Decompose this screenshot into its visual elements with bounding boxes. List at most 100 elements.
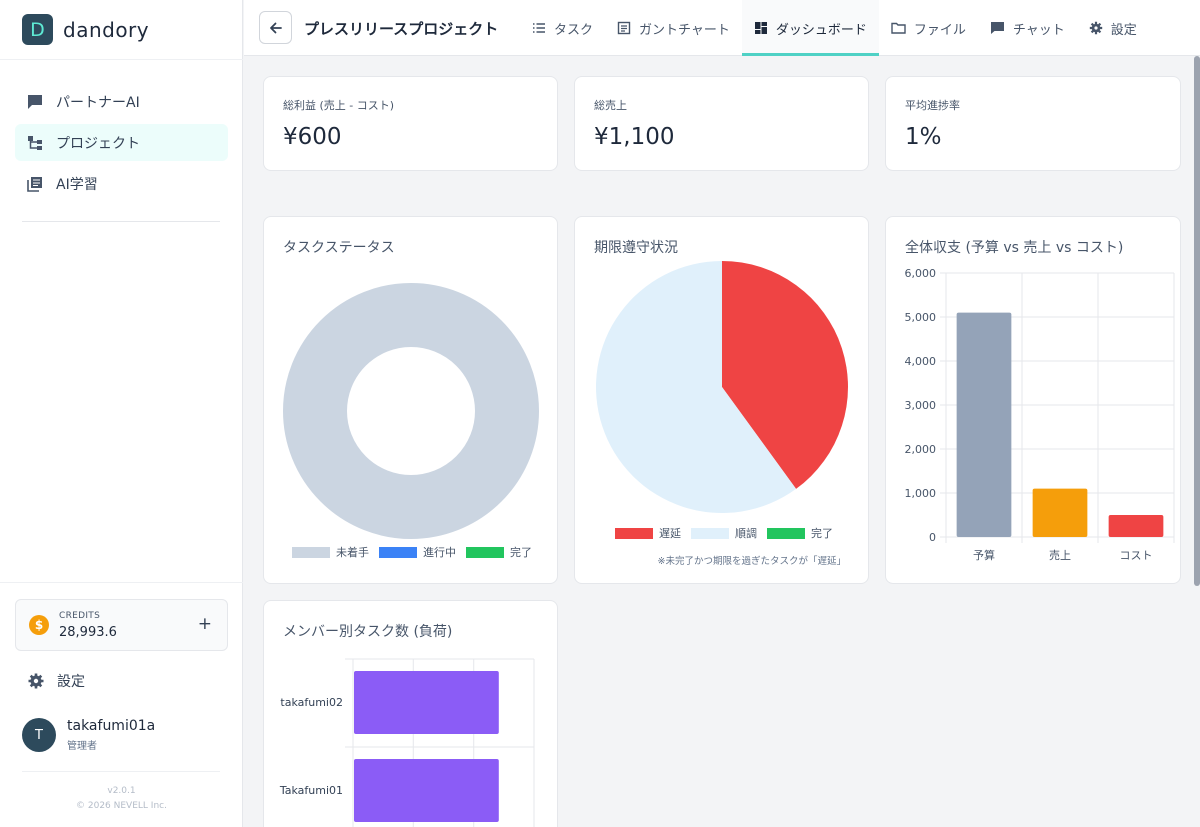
user-role: 管理者 [67, 741, 97, 752]
y-tick-label: 6,000 [905, 267, 937, 280]
donut-slice [283, 283, 539, 539]
tab-label: チャット [1012, 22, 1065, 38]
legend-swatch [466, 546, 504, 558]
gear-icon [1089, 21, 1103, 35]
scrollbar[interactable] [1194, 56, 1200, 586]
kpi-card-progress: 平均進捗率 1% [885, 76, 1181, 171]
hierarchy-icon [26, 134, 44, 152]
brand[interactable]: D dandory [22, 14, 149, 45]
tab-tasks[interactable]: タスク [520, 0, 605, 56]
legend-item[interactable]: 完了 [767, 525, 833, 541]
kpi-value: ¥600 [283, 124, 342, 150]
kpi-label: 総売上 [594, 99, 627, 112]
back-button[interactable] [259, 11, 292, 44]
legend-item[interactable]: 遅延 [615, 525, 681, 541]
tab-bar: タスク ガントチャート ダッシュボード ファイル チャット 設定 [520, 0, 1149, 56]
arrow-left-icon [269, 22, 282, 33]
bar [354, 759, 499, 822]
divider [22, 221, 220, 222]
credits-panel: $ CREDITS 28,993.6 + [15, 599, 228, 651]
chart-title: 全体収支 (予算 vs 売上 vs コスト) [905, 240, 1124, 256]
bar [354, 671, 499, 734]
coin-icon: $ [29, 615, 49, 635]
x-tick-label: 予算 [973, 548, 995, 562]
legend-label: 完了 [510, 546, 532, 559]
tab-files[interactable]: ファイル [879, 0, 978, 56]
legend-item[interactable]: 順調 [691, 525, 757, 541]
legend-item[interactable]: 未着手 [292, 544, 369, 560]
y-tick-label: 4,000 [905, 355, 937, 368]
legend-swatch [691, 527, 729, 539]
tab-label: ファイル [913, 22, 966, 38]
deadline-chart [596, 261, 848, 513]
chart-title: タスクステータス [283, 240, 395, 256]
y-tick-label: 3,000 [905, 399, 937, 412]
sidebar-nav: パートナーAI プロジェクト AI学習 [15, 83, 228, 206]
y-tick-label: 2,000 [905, 443, 937, 456]
legend-swatch [379, 546, 417, 558]
kpi-value: 1% [905, 124, 942, 150]
chat-icon [26, 93, 44, 111]
legend-label: 完了 [811, 527, 833, 540]
legend-label: 順調 [735, 527, 757, 540]
pie-slice [596, 261, 797, 513]
member-load-chart: takafumi02 Takafumi01 [279, 658, 535, 827]
tab-chat[interactable]: チャット [978, 0, 1077, 56]
y-tick-label: takafumi02 [280, 696, 343, 709]
legend-item[interactable]: 完了 [466, 544, 532, 560]
user-name: takafumi01a [67, 718, 156, 734]
credits-value: 28,993.6 [59, 625, 117, 640]
add-credits-button[interactable]: + [197, 614, 212, 634]
gear-icon [27, 672, 45, 690]
y-tick-label: 5,000 [905, 311, 937, 324]
divider [0, 59, 243, 60]
kpi-value: ¥1,100 [594, 124, 675, 150]
chart-note: ※未完了かつ期限を過ぎたタスクが「遅延」 [657, 556, 846, 567]
tab-settings[interactable]: 設定 [1077, 0, 1149, 56]
sidebar: D dandory パートナーAI プロジェクト AI学習 $ CREDITS … [0, 0, 243, 827]
sidebar-item-label: パートナーAI [56, 94, 140, 111]
folder-icon [891, 21, 906, 35]
legend-swatch [767, 527, 805, 539]
sidebar-item-ai-learning[interactable]: AI学習 [15, 165, 228, 202]
sidebar-item-projects[interactable]: プロジェクト [15, 124, 228, 161]
chart-card-member-load: メンバー別タスク数 (負荷) takafumi02 Takafumi01 [263, 600, 558, 827]
sidebar-settings[interactable]: 設定 [27, 671, 85, 691]
sidebar-item-label: プロジェクト [56, 135, 140, 152]
chart-card-deadline: 期限遵守状況 遅延 順調 完了 ※未完了かつ期限を過ぎたタスクが「遅延」 [574, 216, 869, 584]
legend-label: 未着手 [336, 546, 369, 559]
avatar: T [22, 718, 56, 752]
x-tick-label: コスト [1120, 549, 1153, 562]
chart-legend: 遅延 順調 完了 [615, 525, 843, 541]
sidebar-item-partner-ai[interactable]: パートナーAI [15, 83, 228, 120]
bar [956, 312, 1012, 537]
chart-title: メンバー別タスク数 (負荷) [283, 624, 453, 640]
copyright: © 2026 NEVELL Inc. [76, 801, 167, 811]
bar [1032, 488, 1088, 537]
chart-title: 期限遵守状況 [594, 240, 678, 256]
budget-chart: 6,000 5,000 4,000 3,000 2,000 1,000 0 予算 売上 コスト [905, 267, 1175, 562]
sidebar-item-label: AI学習 [56, 176, 98, 193]
library-icon [26, 175, 44, 193]
x-tick-label: 売上 [1049, 549, 1071, 562]
chart-legend: 未着手 進行中 完了 [292, 544, 542, 560]
tab-label: 設定 [1110, 22, 1137, 38]
legend-item[interactable]: 進行中 [379, 544, 456, 560]
kpi-label: 総利益 (売上 - コスト) [283, 99, 395, 112]
tab-gantt[interactable]: ガントチャート [605, 0, 742, 56]
divider [0, 582, 243, 583]
kpi-label: 平均進捗率 [905, 99, 960, 112]
tab-label: タスク [554, 22, 594, 38]
brand-logo: D [22, 14, 53, 45]
legend-swatch [292, 546, 330, 558]
header: プレスリリースプロジェクト タスク ガントチャート ダッシュボード ファイル チ… [244, 0, 1200, 56]
brand-name: dandory [63, 17, 150, 42]
tab-dashboard[interactable]: ダッシュボード [741, 0, 879, 56]
chart-card-budget: 全体収支 (予算 vs 売上 vs コスト) 6,000 5,000 4,000 3,… [885, 216, 1181, 584]
divider [22, 771, 220, 772]
legend-label: 遅延 [659, 527, 681, 540]
user-profile[interactable]: T takafumi01a 管理者 [22, 718, 155, 752]
list-icon [532, 21, 546, 35]
y-tick-label: Takafumi01 [279, 784, 343, 797]
chat-icon [990, 21, 1005, 35]
